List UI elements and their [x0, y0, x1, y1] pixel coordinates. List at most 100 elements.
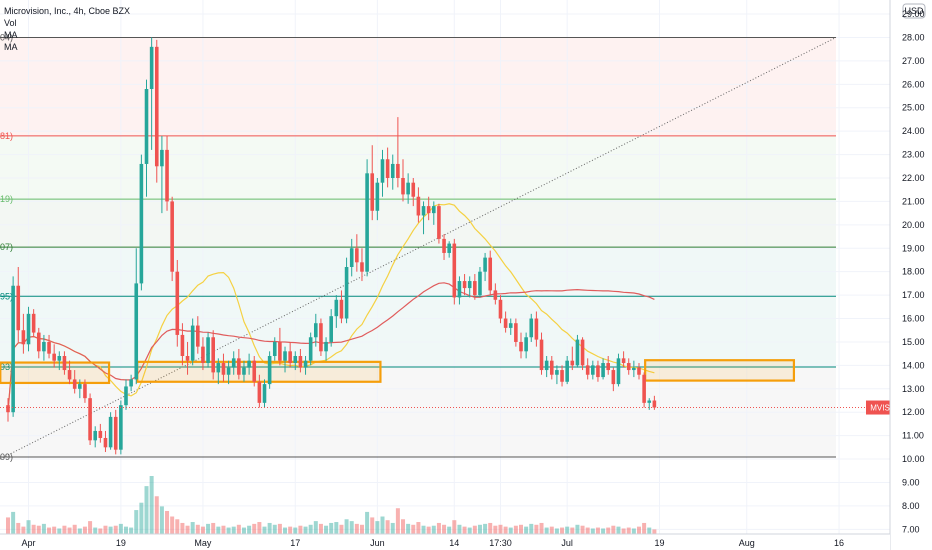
- candle-body: [21, 330, 26, 345]
- candle-body: [119, 405, 123, 450]
- candle-body: [52, 353, 56, 361]
- candle-body: [124, 386, 128, 406]
- time-axis[interactable]: Apr 19 May 17 Jun 14 17:30 Jul 19 Aug 16: [0, 533, 890, 550]
- candle-body: [411, 182, 416, 197]
- currency-label: USD: [904, 6, 924, 16]
- fib-level-label: 93): [0, 362, 13, 372]
- fib-level-label: 04): [0, 32, 13, 42]
- volume-bar: [483, 523, 488, 534]
- volume-bar: [631, 528, 636, 534]
- volume-bar: [247, 525, 252, 534]
- candle-body: [447, 243, 451, 253]
- volume-bar: [585, 527, 590, 534]
- candle-body: [139, 163, 144, 284]
- volume-bar: [190, 522, 195, 534]
- volume-bar: [334, 522, 339, 534]
- volume-bar: [93, 527, 98, 534]
- candle-body: [47, 341, 51, 354]
- candle-body: [72, 379, 77, 389]
- volume-bar: [118, 523, 123, 534]
- candle-body: [606, 363, 611, 371]
- volume-bar: [601, 528, 606, 534]
- candle-body: [293, 356, 298, 364]
- volume-bar: [436, 522, 441, 534]
- volume-bar: [154, 496, 159, 534]
- candle-body: [314, 323, 318, 338]
- volume-bar: [508, 527, 513, 534]
- candle-body: [103, 437, 108, 448]
- fib-level-label: 07): [0, 242, 13, 252]
- volume-bar: [236, 524, 241, 534]
- fib-band: [0, 296, 836, 368]
- volume-bar: [231, 526, 236, 534]
- candle-body: [431, 206, 436, 214]
- candle-body: [457, 281, 462, 298]
- volume-bar: [82, 526, 87, 534]
- volume-bar: [447, 526, 452, 534]
- candle-body: [231, 358, 236, 368]
- volume-bar: [519, 524, 523, 534]
- candle-body: [426, 206, 431, 214]
- volume-bar: [544, 527, 549, 534]
- candle-body: [524, 337, 528, 352]
- volume-bar: [431, 525, 436, 534]
- volume-bar: [216, 526, 221, 534]
- volume-bar: [498, 524, 503, 534]
- volume-bar: [554, 528, 559, 534]
- last-price-label: MVIS: [870, 404, 890, 413]
- currency-badge: [902, 3, 926, 19]
- candle-body: [539, 339, 544, 371]
- volume-bar: [580, 525, 585, 534]
- price-axis[interactable]: USD 7.00 8.00 9.00 10.00 11.00 12.00 13.00 14.00…: [889, 0, 932, 550]
- volume-bar: [57, 528, 62, 534]
- price-tick-label: 21.00: [902, 196, 925, 206]
- volume-bar: [406, 523, 411, 534]
- volume-bar: [380, 516, 385, 534]
- volume-bar: [524, 526, 529, 534]
- volume-bar: [467, 527, 472, 534]
- price-tick-label: 10.00: [902, 454, 925, 464]
- candle-body: [462, 281, 467, 289]
- candle-body: [134, 283, 139, 380]
- candle-body: [108, 416, 113, 448]
- volume-bar: [52, 526, 57, 534]
- candle-body: [514, 323, 518, 342]
- range-box: [644, 359, 796, 382]
- candle-body: [534, 318, 539, 340]
- volume-bar: [206, 523, 211, 534]
- candle-body: [149, 46, 154, 89]
- volume-bar: [262, 526, 267, 534]
- ma-fast-line: [7, 203, 655, 413]
- candle-body: [237, 358, 241, 375]
- candle-body: [201, 346, 205, 364]
- volume-bar: [36, 525, 41, 534]
- volume-bar: [472, 525, 477, 534]
- volume-bar: [159, 506, 164, 534]
- time-tick-label: 19: [116, 538, 126, 548]
- time-axis-background: [0, 534, 890, 550]
- candle-body: [652, 400, 657, 408]
- candle-body: [278, 341, 282, 361]
- volume-bar: [493, 525, 498, 534]
- volume-bar: [626, 527, 631, 534]
- volume-bar: [108, 526, 113, 534]
- candle-body: [549, 360, 554, 375]
- volume-bar: [77, 528, 82, 534]
- candle-body: [26, 313, 31, 345]
- ma-indicator-label-2[interactable]: MA: [4, 42, 18, 52]
- candle-body: [216, 363, 221, 373]
- time-tick-label: 17: [290, 538, 300, 548]
- candle-body: [272, 341, 277, 356]
- price-tick-label: 12.00: [902, 407, 925, 417]
- symbol-title[interactable]: Microvision, Inc., 4h, Cboe BZX: [4, 6, 131, 16]
- volume-bar: [103, 525, 108, 534]
- volume-bar: [595, 527, 600, 534]
- volume-indicator-label[interactable]: Vol: [4, 18, 17, 28]
- ma-indicator-label-1[interactable]: MA: [4, 30, 18, 40]
- price-tick-label: 8.00: [902, 501, 920, 511]
- fib-level-label: 81): [0, 131, 13, 141]
- volume-bar: [590, 528, 595, 534]
- candle-body: [11, 285, 15, 413]
- volume-bar: [47, 527, 52, 534]
- volume-bar: [344, 519, 349, 534]
